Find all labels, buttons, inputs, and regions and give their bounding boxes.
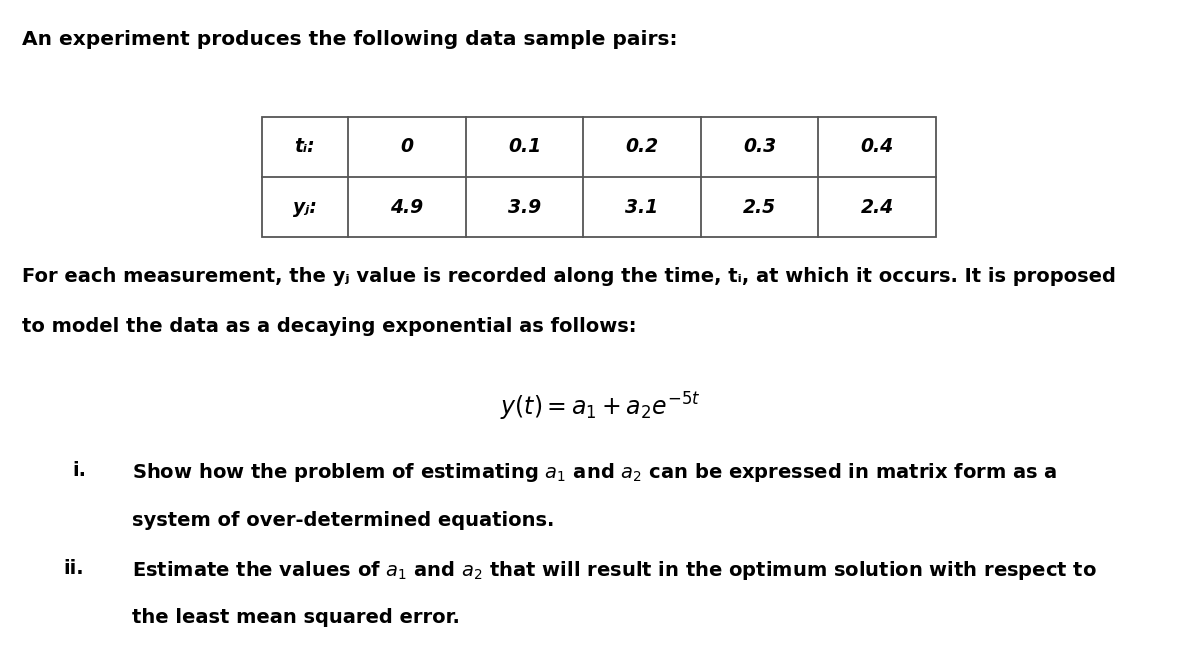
Text: 2.5: 2.5 bbox=[743, 198, 776, 216]
Text: 0.1: 0.1 bbox=[508, 138, 541, 156]
Text: 2.4: 2.4 bbox=[860, 198, 894, 216]
Text: Estimate the values of $a_1$ and $a_2$ that will result in the optimum solution : Estimate the values of $a_1$ and $a_2$ t… bbox=[132, 559, 1097, 582]
Text: 3.1: 3.1 bbox=[625, 198, 659, 216]
Text: 0.3: 0.3 bbox=[743, 138, 776, 156]
Text: 0: 0 bbox=[401, 138, 413, 156]
Text: tᵢ:: tᵢ: bbox=[294, 138, 316, 156]
Text: the least mean squared error.: the least mean squared error. bbox=[132, 608, 460, 627]
Text: system of over-determined equations.: system of over-determined equations. bbox=[132, 511, 554, 530]
Text: 3.9: 3.9 bbox=[508, 198, 541, 216]
Text: ii.: ii. bbox=[64, 559, 84, 578]
Text: 0.2: 0.2 bbox=[625, 138, 659, 156]
Text: to model the data as a decaying exponential as follows:: to model the data as a decaying exponent… bbox=[22, 317, 636, 336]
Text: i.: i. bbox=[72, 461, 86, 480]
Text: 0.4: 0.4 bbox=[860, 138, 894, 156]
Text: Show how the problem of estimating $a_1$ and $a_2$ can be expressed in matrix fo: Show how the problem of estimating $a_1$… bbox=[132, 461, 1057, 484]
Text: yⱼ:: yⱼ: bbox=[293, 198, 317, 216]
Text: 4.9: 4.9 bbox=[390, 198, 424, 216]
Text: An experiment produces the following data sample pairs:: An experiment produces the following dat… bbox=[22, 30, 677, 49]
Text: $y(t) = a_1 + a_2e^{-5t}$: $y(t) = a_1 + a_2e^{-5t}$ bbox=[499, 391, 701, 423]
Text: For each measurement, the yⱼ value is recorded along the time, tᵢ, at which it o: For each measurement, the yⱼ value is re… bbox=[22, 267, 1116, 286]
